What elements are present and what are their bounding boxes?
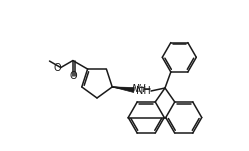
Text: NH: NH xyxy=(132,84,147,94)
Text: NH: NH xyxy=(136,86,150,96)
Text: O: O xyxy=(53,63,61,73)
Text: O: O xyxy=(69,71,77,80)
Polygon shape xyxy=(112,87,134,92)
